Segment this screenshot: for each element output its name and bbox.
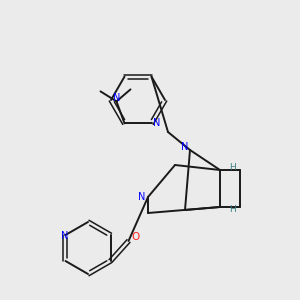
Text: N: N bbox=[113, 93, 120, 103]
Text: H: H bbox=[229, 164, 236, 172]
Text: H: H bbox=[229, 205, 236, 214]
Text: N: N bbox=[61, 231, 68, 241]
Text: N: N bbox=[138, 192, 146, 202]
Text: N: N bbox=[153, 118, 160, 128]
Text: O: O bbox=[131, 232, 140, 242]
Text: N: N bbox=[181, 142, 189, 152]
